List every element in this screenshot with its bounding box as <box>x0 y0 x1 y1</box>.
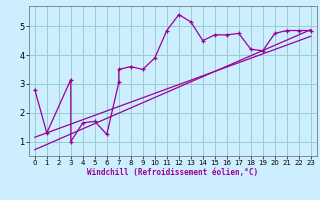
X-axis label: Windchill (Refroidissement éolien,°C): Windchill (Refroidissement éolien,°C) <box>87 168 258 177</box>
